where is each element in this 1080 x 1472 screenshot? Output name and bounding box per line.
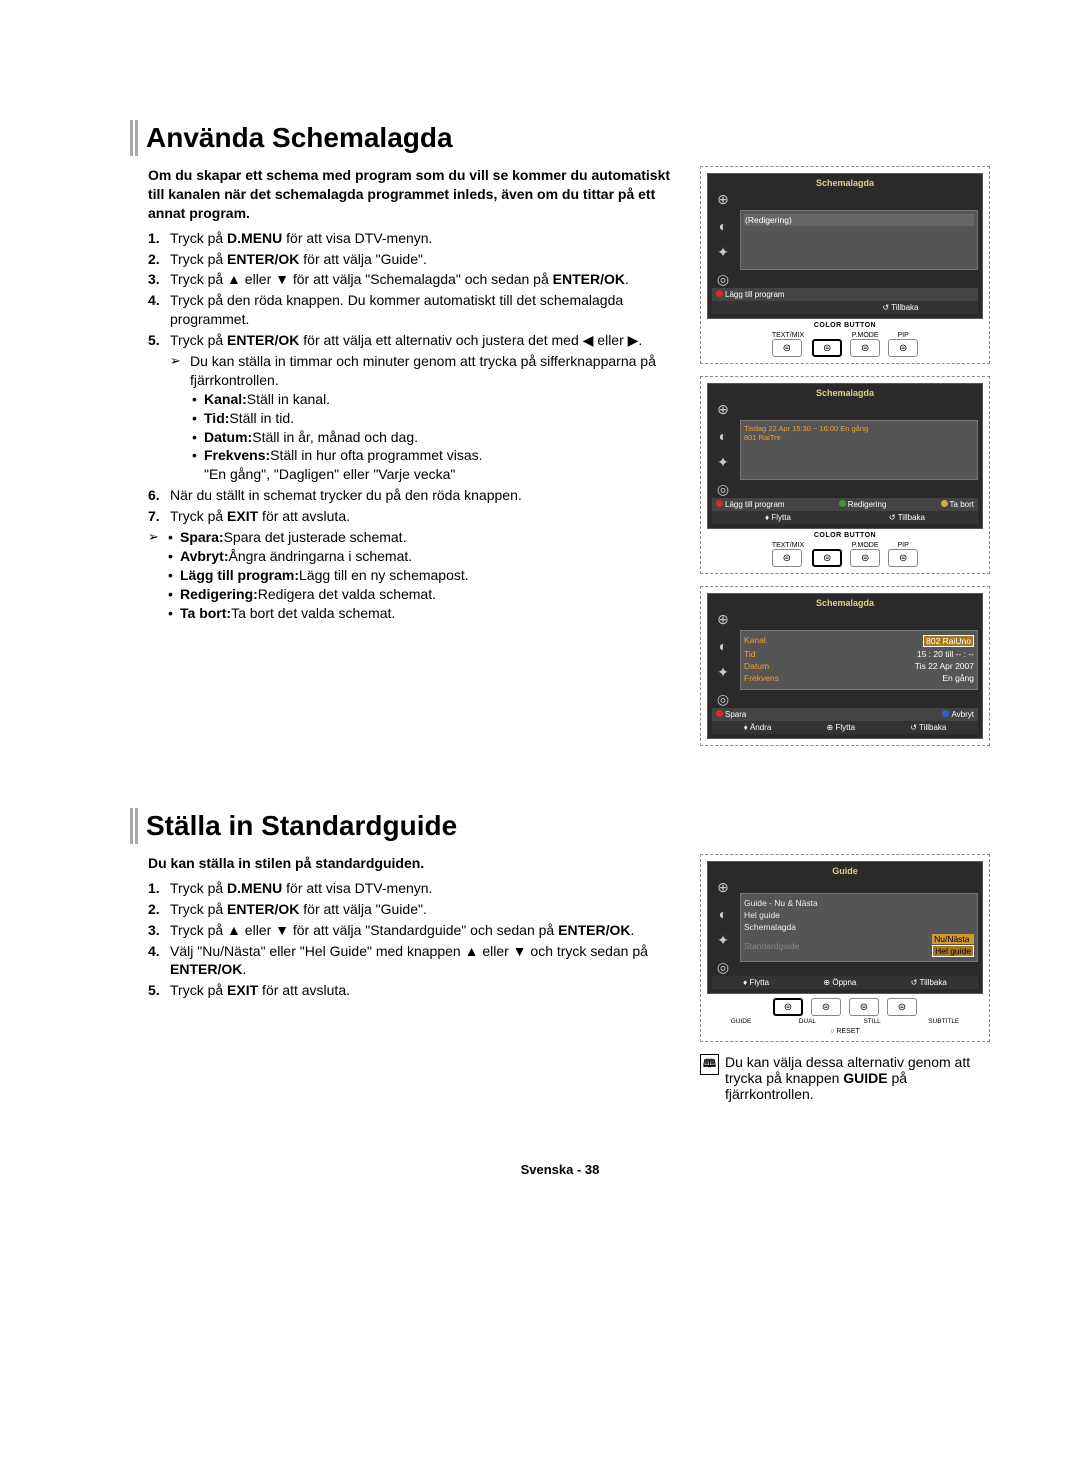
tv-icon: ◐ — [719, 218, 727, 234]
step: Tryck på den röda knappen. Du kommer aut… — [148, 291, 682, 329]
remote-btn-guide: ⊜ — [773, 998, 803, 1016]
tv-screenshot-1: Schemalagda ⊕◐✦◎ (Redigering) Lägg till … — [700, 166, 990, 364]
section2-intro: Du kan ställa in stilen på standardguide… — [148, 854, 682, 873]
tv-screenshot-2: Schemalagda ⊕◐✦◎ Tisdag 22 Apr 15:30 ~ 1… — [700, 376, 990, 574]
step: Tryck på ▲ eller ▼ för att välja "Schema… — [148, 270, 682, 289]
heading-bar — [130, 120, 138, 156]
tv-screenshot-3: Schemalagda ⊕◐✦◎ Kanal802 RaiUno Tid15 :… — [700, 586, 990, 746]
step: Tryck på EXIT för att avsluta. — [148, 981, 682, 1000]
step: Tryck på ENTER/OK för att välja "Guide". — [148, 250, 682, 269]
heading2: Ställa in Standardguide — [146, 808, 457, 844]
sub-bullet: Avbryt:Ångra ändringarna i schemat. — [168, 547, 682, 566]
page-footer: Svenska - 38 — [130, 1162, 990, 1177]
section1-intro: Om du skapar ett schema med program som … — [148, 166, 682, 223]
step: Tryck på D.MENU för att visa DTV-menyn. — [148, 879, 682, 898]
pointer-icon: ➢ — [148, 528, 168, 546]
sub-bullet: Tid:Ställ in tid. — [192, 409, 682, 428]
tv-screenshot-guide: Guide ⊕◐✦◎ Guide - Nu & Nästa Hel guide … — [700, 854, 990, 1042]
section1-text: Om du skapar ett schema med program som … — [130, 166, 682, 622]
section-standardguide: Ställa in Standardguide Du kan ställa in… — [130, 808, 990, 1102]
sub-bullet: Datum:Ställ in år, månad och dag. — [192, 428, 682, 447]
sub-bullet: Redigering:Redigera det valda schemat. — [168, 585, 682, 604]
tv-icon: ◎ — [717, 271, 729, 288]
step: Tryck på ▲ eller ▼ för att välja "Standa… — [148, 921, 682, 940]
sub-bullet: Ta bort:Ta bort det valda schemat. — [168, 604, 682, 623]
step: Tryck på EXIT för att avsluta. — [148, 507, 682, 526]
step: Välj "Nu/Nästa" eller "Hel Guide" med kn… — [148, 942, 682, 980]
tv-icon: ⊕ — [717, 191, 729, 208]
sub-bullet: Frekvens:Ställ in hur ofta programmet vi… — [192, 446, 682, 465]
step: När du ställt in schemat trycker du på d… — [148, 486, 682, 505]
tv-icon: ✦ — [717, 244, 729, 261]
sub-bullet: Lägg till program:Lägg till en ny schema… — [168, 566, 682, 585]
remote-btn-highlighted: ⊜ — [812, 339, 842, 357]
remote-btn: ⊜ — [850, 339, 880, 357]
heading1: Använda Schemalagda — [146, 120, 453, 156]
step: Tryck på D.MENU för att visa DTV-menyn. — [148, 229, 682, 248]
step: Tryck på ENTER/OK för att välja "Guide". — [148, 900, 682, 919]
guide-note: 🕮 Du kan välja dessa alternativ genom at… — [700, 1054, 990, 1102]
section-schemalagda: Använda Schemalagda Om du skapar ett sch… — [130, 120, 990, 758]
sub-bullet: Spara:Spara det justerade schemat. — [168, 528, 682, 547]
remote-btn: ⊜ — [772, 339, 802, 357]
step: Tryck på ENTER/OK för att välja ett alte… — [148, 331, 682, 484]
sub-bullet: Kanal:Ställ in kanal. — [192, 390, 682, 409]
pointer-text: Du kan ställa in timmar och minuter geno… — [190, 352, 682, 390]
pointer-icon: ➢ — [170, 352, 190, 370]
remote-btn: ⊜ — [888, 339, 918, 357]
note-icon: 🕮 — [700, 1054, 719, 1075]
